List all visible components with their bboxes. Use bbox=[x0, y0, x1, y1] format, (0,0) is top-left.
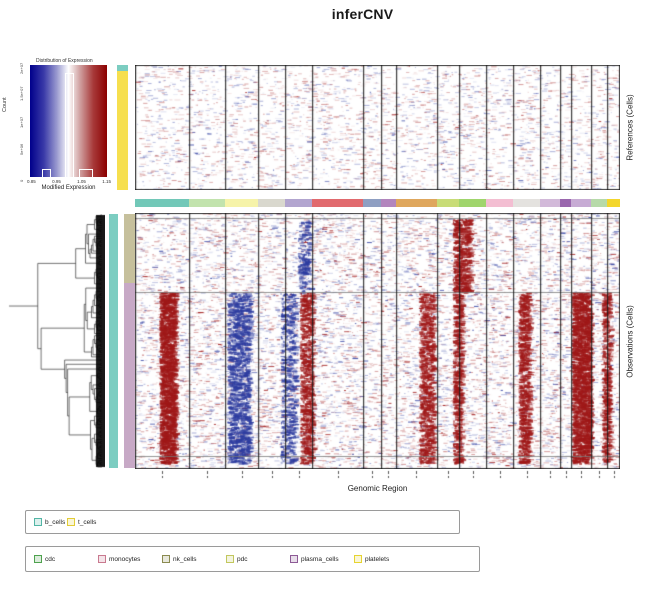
distribution-legend-title: Distribution of Expression bbox=[36, 58, 93, 64]
legend-swatch-icon bbox=[67, 518, 75, 526]
chromosome-segment-6 bbox=[312, 199, 364, 207]
cell-dendrogram bbox=[5, 214, 105, 468]
legend-swatch-icon bbox=[162, 555, 170, 563]
expression-axis-label: Modified Expression bbox=[41, 185, 96, 191]
chromosome-segment-8 bbox=[381, 199, 396, 207]
annotation-segment-cluster-upper bbox=[124, 214, 135, 283]
legend-label: nk_cells bbox=[173, 555, 197, 563]
count-tick: 0 bbox=[19, 179, 24, 182]
chromosome-segment-12 bbox=[486, 199, 514, 207]
legend-swatch-icon bbox=[290, 555, 298, 563]
legend-swatch-icon bbox=[354, 555, 362, 563]
genomic-region-ticks bbox=[135, 470, 620, 482]
legend-item-b_cells: b_cells bbox=[34, 518, 67, 526]
observations-label-wrap: Observations (Cells) bbox=[622, 213, 638, 469]
observations-axis-label: Observations (Cells) bbox=[625, 304, 635, 378]
histogram-left-bump bbox=[41, 169, 52, 177]
legend-label: plasma_cells bbox=[301, 555, 339, 563]
chromosome-segment-7 bbox=[363, 199, 382, 207]
annotation-segment-all-observations bbox=[109, 214, 118, 468]
chromosome-segment-3 bbox=[225, 199, 259, 207]
chromosome-segment-17 bbox=[591, 199, 608, 207]
count-tick: 5e+06 bbox=[19, 143, 24, 155]
legend-item-pdc: pdc bbox=[226, 555, 290, 563]
chromosome-segment-4 bbox=[258, 199, 286, 207]
annotation-segment-t_cells bbox=[117, 71, 128, 190]
chromosome-segment-10 bbox=[437, 199, 459, 207]
expression-tick: 0.95 bbox=[52, 179, 61, 184]
references-annotation-bar bbox=[117, 65, 128, 190]
observation-groups-legend: cdc monocytes nk_cells pdc plasma_cells plate… bbox=[25, 546, 480, 572]
expression-axis-ticks: 0.85 0.95 1.05 1.15 bbox=[27, 179, 111, 184]
legend-swatch-icon bbox=[34, 518, 42, 526]
page-title: inferCNV bbox=[331, 6, 394, 22]
chromosome-segment-5 bbox=[285, 199, 313, 207]
legend-swatch-icon bbox=[98, 555, 106, 563]
chromosome-segment-13 bbox=[513, 199, 541, 207]
legend-label: b_cells bbox=[45, 518, 66, 526]
chromosome-segment-1 bbox=[135, 199, 190, 207]
chromosome-segment-16 bbox=[571, 199, 592, 207]
references-axis-label: References (Cells) bbox=[625, 94, 635, 161]
chromosome-segment-14 bbox=[540, 199, 561, 207]
observations-annotation-bar-1 bbox=[109, 214, 118, 468]
references-heatmap bbox=[135, 65, 620, 190]
chromosome-segment-15 bbox=[560, 199, 572, 207]
legend-label: pdc bbox=[237, 555, 248, 563]
legend-item-nk_cells: nk_cells bbox=[162, 555, 226, 563]
legend-label: monocytes bbox=[109, 555, 141, 563]
legend-swatch-icon bbox=[226, 555, 234, 563]
chromosome-segment-9 bbox=[395, 199, 438, 207]
expression-tick: 1.05 bbox=[77, 179, 86, 184]
legend-item-plasma_cells: plasma_cells bbox=[290, 555, 354, 563]
expression-tick: 1.15 bbox=[102, 179, 111, 184]
references-label-wrap: References (Cells) bbox=[622, 65, 638, 190]
count-tick: 1.5e+07 bbox=[19, 86, 24, 101]
legend-label: cdc bbox=[45, 555, 56, 563]
legend-label: platelets bbox=[365, 555, 390, 563]
chromosome-color-bar bbox=[135, 199, 620, 207]
count-axis-label: Count bbox=[2, 97, 8, 112]
chromosome-segment-18 bbox=[607, 199, 620, 207]
legend-swatch-icon bbox=[34, 555, 42, 563]
annotation-segment-b_cells bbox=[117, 65, 128, 72]
count-tick: 2e+07 bbox=[19, 62, 24, 74]
legend-item-cdc: cdc bbox=[34, 555, 98, 563]
legend-label: t_cells bbox=[78, 518, 97, 526]
genomic-region-label: Genomic Region bbox=[347, 484, 408, 493]
histogram-center-spike bbox=[65, 72, 75, 177]
annotation-segment-cluster-lower bbox=[124, 282, 135, 468]
legend-item-platelets: platelets bbox=[354, 555, 418, 563]
count-tick: 1e+07 bbox=[19, 116, 24, 128]
expression-color-gradient bbox=[30, 65, 107, 177]
legend-item-t_cells: t_cells bbox=[67, 518, 100, 526]
observations-annotation-bar-2 bbox=[124, 214, 135, 468]
reference-groups-legend: b_cells t_cells bbox=[25, 510, 460, 534]
legend-item-monocytes: monocytes bbox=[98, 555, 162, 563]
observations-heatmap bbox=[135, 213, 620, 469]
chromosome-segment-2 bbox=[189, 199, 226, 207]
histogram-right-bump bbox=[79, 169, 93, 177]
expression-tick: 0.85 bbox=[27, 179, 36, 184]
chromosome-segment-11 bbox=[458, 199, 487, 207]
